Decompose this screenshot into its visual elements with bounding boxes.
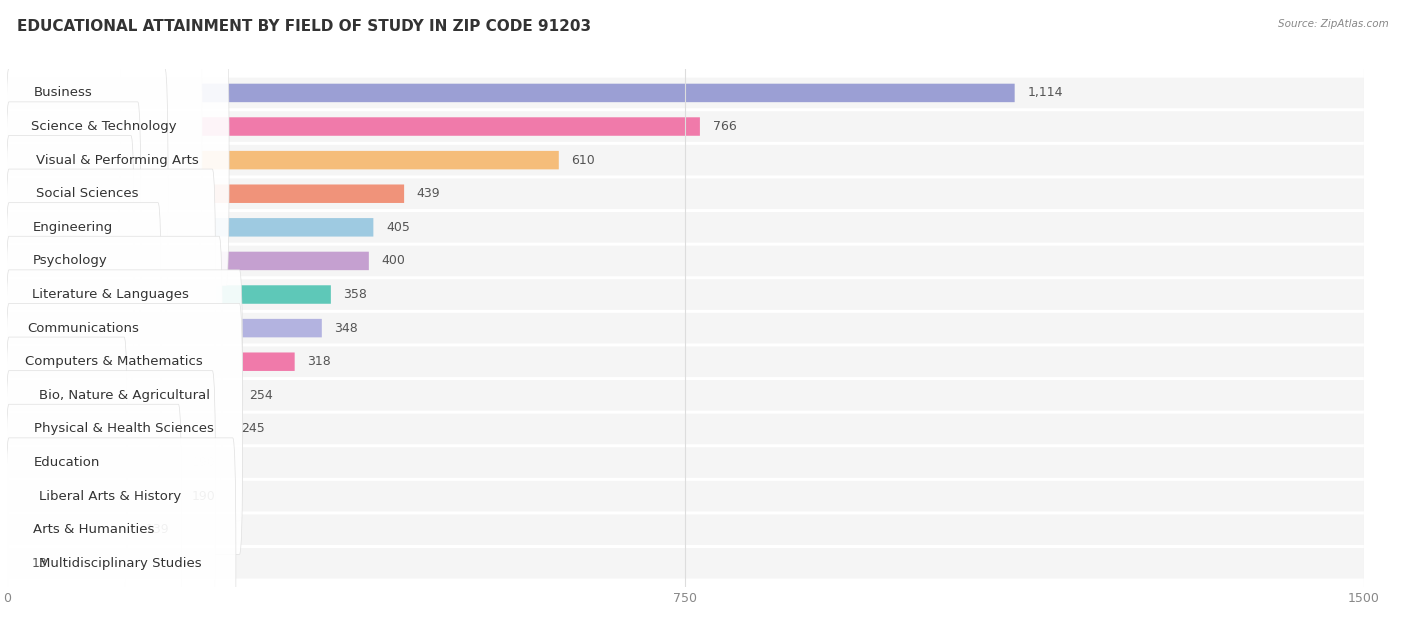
Text: Computers & Mathematics: Computers & Mathematics	[25, 355, 202, 369]
FancyBboxPatch shape	[6, 0, 121, 218]
Text: 766: 766	[713, 120, 737, 133]
FancyBboxPatch shape	[6, 169, 215, 420]
Text: 254: 254	[249, 389, 273, 402]
FancyBboxPatch shape	[7, 319, 322, 338]
Text: EDUCATIONAL ATTAINMENT BY FIELD OF STUDY IN ZIP CODE 91203: EDUCATIONAL ATTAINMENT BY FIELD OF STUDY…	[17, 19, 591, 34]
Text: Visual & Performing Arts: Visual & Performing Arts	[37, 153, 198, 167]
FancyBboxPatch shape	[7, 111, 1364, 142]
Text: Literature & Languages: Literature & Languages	[32, 288, 188, 301]
FancyBboxPatch shape	[7, 285, 330, 304]
Text: 439: 439	[416, 187, 440, 200]
Text: Engineering: Engineering	[34, 221, 114, 234]
Text: Arts & Humanities: Arts & Humanities	[32, 523, 155, 536]
FancyBboxPatch shape	[7, 84, 1015, 102]
Text: 400: 400	[381, 254, 405, 268]
FancyBboxPatch shape	[6, 35, 229, 286]
FancyBboxPatch shape	[7, 151, 558, 169]
Text: 190: 190	[191, 490, 215, 503]
FancyBboxPatch shape	[6, 1, 202, 252]
FancyBboxPatch shape	[7, 447, 1364, 478]
FancyBboxPatch shape	[7, 554, 18, 572]
Text: Psychology: Psychology	[32, 254, 107, 268]
FancyBboxPatch shape	[7, 78, 1364, 108]
Text: 190: 190	[191, 456, 215, 469]
FancyBboxPatch shape	[7, 212, 1364, 242]
Text: 13: 13	[31, 557, 48, 570]
FancyBboxPatch shape	[7, 184, 404, 203]
Text: Business: Business	[34, 86, 93, 100]
FancyBboxPatch shape	[7, 521, 132, 539]
FancyBboxPatch shape	[7, 117, 700, 136]
Text: 348: 348	[335, 322, 359, 334]
FancyBboxPatch shape	[7, 548, 1364, 579]
Text: Education: Education	[34, 456, 100, 469]
FancyBboxPatch shape	[6, 438, 236, 631]
Text: 1,114: 1,114	[1028, 86, 1063, 100]
FancyBboxPatch shape	[7, 380, 1364, 411]
Text: 318: 318	[308, 355, 330, 369]
FancyBboxPatch shape	[7, 386, 236, 404]
FancyBboxPatch shape	[6, 270, 243, 521]
Text: Bio, Nature & Agricultural: Bio, Nature & Agricultural	[39, 389, 209, 402]
Text: 405: 405	[387, 221, 411, 234]
Text: 139: 139	[145, 523, 169, 536]
Text: Liberal Arts & History: Liberal Arts & History	[39, 490, 181, 503]
FancyBboxPatch shape	[7, 145, 1364, 175]
FancyBboxPatch shape	[6, 370, 215, 622]
Text: Source: ZipAtlas.com: Source: ZipAtlas.com	[1278, 19, 1389, 29]
FancyBboxPatch shape	[7, 346, 1364, 377]
FancyBboxPatch shape	[6, 337, 128, 588]
FancyBboxPatch shape	[6, 236, 222, 487]
FancyBboxPatch shape	[7, 179, 1364, 209]
FancyBboxPatch shape	[7, 313, 1364, 343]
Text: Communications: Communications	[28, 322, 139, 334]
FancyBboxPatch shape	[6, 404, 181, 631]
Text: Social Sciences: Social Sciences	[35, 187, 138, 200]
Text: 610: 610	[571, 153, 595, 167]
FancyBboxPatch shape	[6, 304, 243, 555]
FancyBboxPatch shape	[7, 280, 1364, 310]
FancyBboxPatch shape	[7, 353, 295, 371]
FancyBboxPatch shape	[7, 414, 1364, 444]
FancyBboxPatch shape	[6, 136, 134, 386]
FancyBboxPatch shape	[7, 487, 179, 505]
FancyBboxPatch shape	[7, 218, 374, 237]
Text: Science & Technology: Science & Technology	[31, 120, 177, 133]
FancyBboxPatch shape	[6, 68, 169, 319]
FancyBboxPatch shape	[7, 481, 1364, 511]
FancyBboxPatch shape	[7, 252, 368, 270]
FancyBboxPatch shape	[7, 453, 179, 472]
FancyBboxPatch shape	[7, 420, 229, 438]
Text: 358: 358	[343, 288, 367, 301]
FancyBboxPatch shape	[6, 203, 162, 454]
FancyBboxPatch shape	[7, 514, 1364, 545]
FancyBboxPatch shape	[7, 245, 1364, 276]
FancyBboxPatch shape	[6, 102, 141, 353]
Text: 245: 245	[242, 422, 266, 435]
Text: Physical & Health Sciences: Physical & Health Sciences	[34, 422, 214, 435]
Text: Multidisciplinary Studies: Multidisciplinary Studies	[39, 557, 202, 570]
